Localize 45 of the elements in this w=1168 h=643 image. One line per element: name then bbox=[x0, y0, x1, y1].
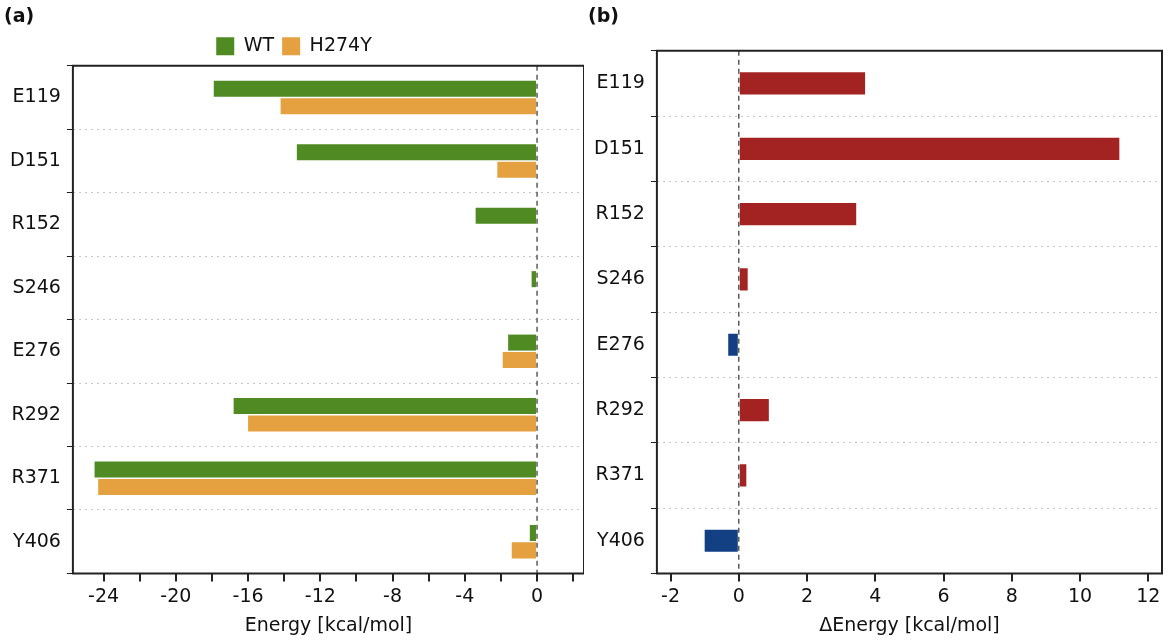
y-tick-label: R292 bbox=[11, 401, 61, 424]
y-tick-label: R152 bbox=[11, 211, 61, 234]
y-tick-label: R292 bbox=[595, 397, 645, 420]
x-tick-label: 10 bbox=[1068, 583, 1093, 606]
x-tick-label: -20 bbox=[160, 583, 192, 606]
x-tick-label: -24 bbox=[88, 583, 120, 606]
y-tick-label: R371 bbox=[595, 462, 645, 485]
legend-label: WT bbox=[243, 33, 275, 56]
x-tick-label: -12 bbox=[304, 583, 336, 606]
bar bbox=[739, 398, 769, 422]
bar bbox=[739, 464, 747, 487]
bar bbox=[739, 203, 857, 226]
y-tick-label: E276 bbox=[596, 331, 645, 354]
y-tick-label: S246 bbox=[12, 274, 61, 297]
x-tick-label: 2 bbox=[801, 583, 814, 606]
y-tick-label: E119 bbox=[596, 70, 645, 93]
bar bbox=[728, 333, 738, 356]
x-tick-label: 0 bbox=[531, 583, 544, 606]
y-tick-label: Y406 bbox=[596, 527, 645, 550]
y-tick-label: Y406 bbox=[12, 528, 61, 551]
bar bbox=[704, 529, 738, 552]
y-tick-label: R371 bbox=[11, 465, 61, 488]
x-tick-label: -8 bbox=[383, 583, 403, 606]
y-tick-label: E119 bbox=[12, 84, 61, 107]
y-tick-label: R152 bbox=[595, 201, 645, 224]
chart-title: (a) bbox=[4, 4, 35, 27]
x-tick-label: -4 bbox=[455, 583, 475, 606]
x-tick-label: 6 bbox=[937, 583, 950, 606]
bar bbox=[739, 268, 748, 291]
y-tick-label: D151 bbox=[593, 135, 645, 158]
x-tick-label: -16 bbox=[232, 583, 264, 606]
chart-title: (b) bbox=[588, 4, 619, 27]
bar bbox=[739, 137, 1120, 160]
x-tick-label: -2 bbox=[661, 583, 681, 606]
x-tick-label: 0 bbox=[732, 583, 745, 606]
legend-label: H274Y bbox=[309, 33, 373, 56]
y-tick-label: E276 bbox=[12, 338, 61, 361]
bar bbox=[739, 72, 866, 95]
x-axis-title: Energy [kcal/mol] bbox=[244, 612, 413, 635]
x-axis-title: ΔEnergy [kcal/mol] bbox=[819, 612, 1000, 635]
x-tick-label: 4 bbox=[869, 583, 882, 606]
y-tick-label: D151 bbox=[9, 147, 61, 170]
y-tick-label: S246 bbox=[596, 266, 645, 289]
x-tick-label: 12 bbox=[1136, 583, 1161, 606]
x-tick-label: 8 bbox=[1005, 583, 1018, 606]
